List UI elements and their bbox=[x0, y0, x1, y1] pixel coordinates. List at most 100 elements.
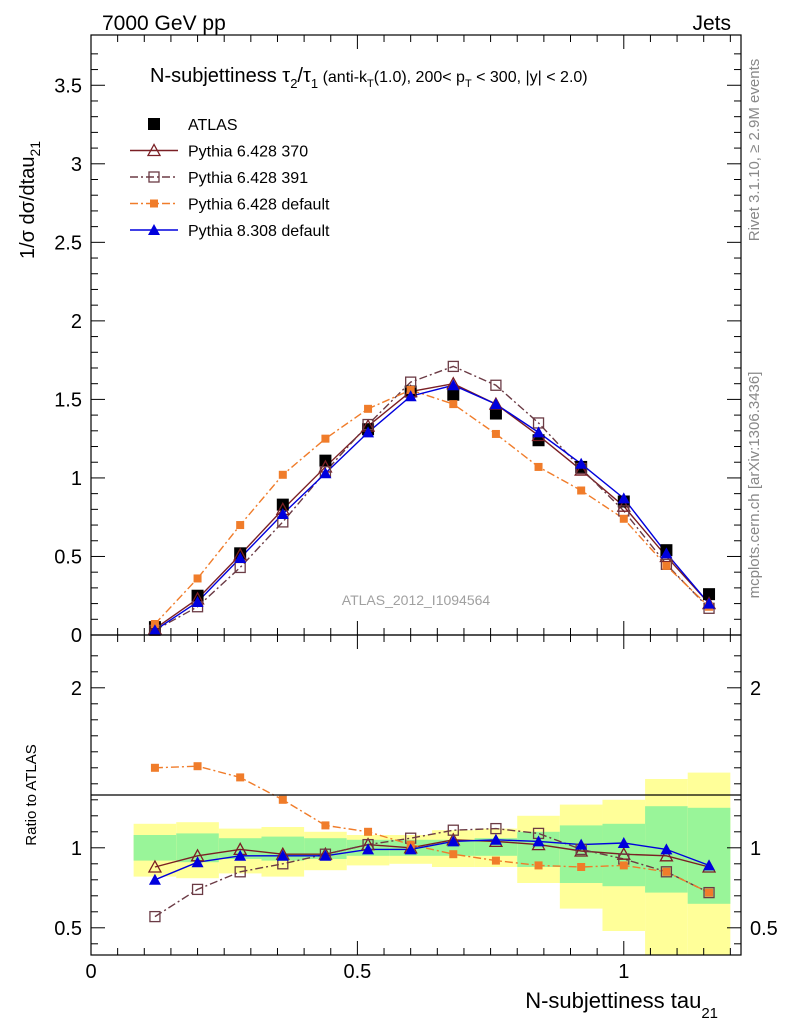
ratio-point bbox=[234, 849, 247, 861]
axis-ticks bbox=[90, 35, 741, 955]
main-plot-title: N-subjettiness τ2/τ1 (anti-kT(1.0), 200<… bbox=[150, 65, 588, 91]
ratio-point bbox=[362, 843, 375, 855]
main-ytick-label: 0.5 bbox=[54, 546, 82, 568]
main-point bbox=[449, 400, 458, 409]
main-point bbox=[150, 620, 159, 629]
header-jets: Jets bbox=[692, 12, 731, 35]
main-point bbox=[236, 521, 245, 530]
series-markers bbox=[147, 360, 717, 923]
xtick-label: 1 bbox=[618, 961, 629, 983]
main-point bbox=[574, 462, 589, 476]
ratio-ytick-label: 0.5 bbox=[54, 918, 82, 940]
ratio-line-pythia-6-428-370 bbox=[154, 839, 710, 868]
ratio-line-pythia-8-308-default bbox=[154, 839, 710, 881]
ratio-point bbox=[575, 838, 588, 850]
ratio-point bbox=[150, 763, 159, 772]
analysis-watermark: ATLAS_2012_I1094564 bbox=[342, 592, 491, 608]
main-point bbox=[662, 561, 671, 570]
legend-label: Pythia 8.308 default bbox=[188, 223, 330, 240]
ratio-point bbox=[660, 866, 673, 878]
ratio-point bbox=[659, 848, 674, 862]
ratio-ytick-label-right: 1 bbox=[750, 838, 761, 860]
legend-label: Pythia 6.428 391 bbox=[188, 170, 308, 187]
band-inner-bin bbox=[218, 838, 262, 859]
ratio-line-pythia-6-428-391 bbox=[154, 827, 710, 918]
main-point bbox=[404, 390, 417, 402]
main-point bbox=[276, 508, 289, 520]
axis-tick-labels: 00.511.522.533.50.5 0.51 12 20 0.5 1 bbox=[54, 75, 778, 983]
main-point bbox=[447, 379, 460, 391]
main-point bbox=[447, 388, 460, 401]
ratio-ytick-label: 1 bbox=[71, 838, 82, 860]
main-point bbox=[234, 552, 247, 564]
main-point bbox=[617, 492, 630, 504]
band-inner-bin bbox=[133, 835, 177, 861]
ratio-point bbox=[703, 886, 715, 899]
ratio-point bbox=[319, 849, 332, 861]
ratio-ytick-label-right: 0.5 bbox=[750, 918, 778, 940]
main-point bbox=[191, 596, 204, 608]
ratio-point bbox=[662, 867, 671, 876]
ratio-ylabel: Ratio to ATLAS bbox=[23, 744, 40, 845]
ratio-point bbox=[447, 835, 460, 847]
ratio-point bbox=[489, 833, 502, 845]
ratio-point bbox=[278, 795, 287, 804]
ratio-point bbox=[449, 850, 458, 859]
xtick-label: 0 bbox=[85, 961, 96, 983]
main-ytick-label: 1 bbox=[71, 468, 82, 490]
ratio-bands bbox=[133, 772, 731, 955]
main-point bbox=[703, 588, 716, 601]
xtick-label: 0.5 bbox=[343, 961, 371, 983]
legend-marker bbox=[150, 199, 158, 208]
ratio-point bbox=[490, 822, 502, 835]
mcplots-label: mcplots.cern.ch [arXiv:1306.3436] bbox=[746, 372, 763, 599]
rivet-version-label: Rivet 3.1.10, ≥ 2.9M events bbox=[746, 59, 763, 242]
main-point bbox=[619, 514, 628, 523]
main-ylabel: 1/σ dσ/dtau21 bbox=[17, 141, 43, 259]
ratio-point bbox=[276, 849, 289, 861]
ratio-point bbox=[617, 837, 630, 848]
main-line-pythia-8-308-default bbox=[154, 384, 710, 631]
main-point bbox=[362, 426, 375, 438]
ratio-point bbox=[660, 843, 673, 855]
main-ytick-label: 3 bbox=[71, 154, 82, 176]
main-point bbox=[703, 597, 716, 609]
main-point bbox=[534, 462, 543, 471]
ratio-point bbox=[149, 910, 161, 923]
xlabel: N-subjettiness tau21 bbox=[525, 988, 718, 1022]
ratio-point bbox=[236, 773, 245, 782]
ratio-point bbox=[534, 861, 543, 870]
main-point bbox=[532, 426, 545, 438]
main-point bbox=[577, 486, 586, 495]
ratio-point bbox=[532, 835, 545, 847]
ratio-ytick-label-right: 2 bbox=[750, 678, 761, 700]
main-point bbox=[321, 434, 330, 443]
header-energy: 7000 GeV pp bbox=[102, 12, 226, 35]
ratio-point bbox=[404, 843, 417, 855]
main-point bbox=[364, 404, 373, 413]
main-ytick-label: 3.5 bbox=[54, 75, 82, 97]
main-point bbox=[491, 429, 500, 438]
ratio-line-pythia-6-428-default bbox=[154, 765, 710, 894]
main-ytick-label: 2 bbox=[71, 311, 82, 333]
ratio-point bbox=[148, 873, 161, 885]
ratio-point bbox=[491, 856, 500, 865]
main-point bbox=[489, 398, 502, 410]
legend-label: ATLAS bbox=[188, 117, 238, 134]
legend-marker bbox=[148, 224, 160, 235]
main-point bbox=[319, 467, 332, 479]
main-point bbox=[148, 624, 161, 636]
ratio-point bbox=[703, 859, 716, 871]
main-line-pythia-6-428-391 bbox=[154, 365, 710, 631]
main-point bbox=[575, 457, 588, 469]
ratio-ytick-label: 2 bbox=[71, 678, 82, 700]
ratio-point bbox=[321, 821, 330, 830]
legend-marker bbox=[148, 118, 160, 130]
main-point bbox=[278, 470, 287, 479]
main-point bbox=[660, 547, 673, 559]
main-point bbox=[193, 574, 202, 583]
ratio-point bbox=[191, 856, 204, 868]
main-ytick-label: 1.5 bbox=[54, 389, 82, 411]
ratio-point bbox=[193, 762, 202, 771]
ratio-point bbox=[191, 883, 204, 896]
